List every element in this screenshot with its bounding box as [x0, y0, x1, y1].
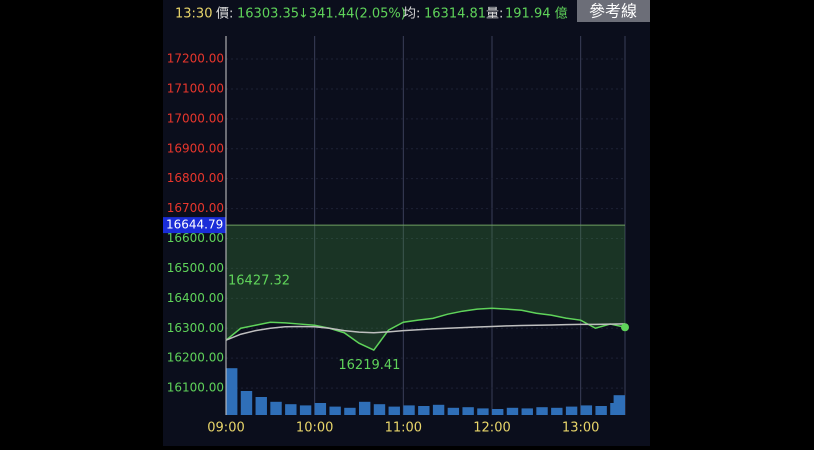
avg-label: 均:	[403, 7, 420, 22]
volume-bar	[285, 404, 297, 415]
volume-bar	[580, 405, 593, 415]
line-price	[225, 307, 626, 352]
price: 16303.35	[237, 7, 299, 22]
y-tick-label: 17100.00	[167, 81, 224, 95]
volume-bar	[403, 405, 415, 415]
x-tick-label: 09:00	[207, 421, 244, 436]
volume: 191.94 億	[505, 6, 568, 22]
volume-bar	[462, 407, 474, 415]
x-tick-label: 12:00	[473, 421, 510, 436]
y-tick-label: 16600.00	[167, 231, 224, 245]
y-tick-label: 17000.00	[167, 111, 224, 125]
volume-bar	[521, 408, 533, 415]
volume-bar	[492, 409, 504, 415]
volume-bar	[477, 408, 489, 415]
y-tick-label: 16500.00	[167, 261, 224, 275]
volume-bar	[240, 391, 253, 415]
avg: 16314.81	[424, 7, 486, 22]
x-tick-label: 13:00	[562, 421, 599, 436]
reference-label: 16644.79	[166, 218, 223, 232]
volume-bar	[595, 406, 607, 415]
reference-area	[226, 225, 625, 351]
volume-bar	[432, 404, 445, 415]
volume-bar	[536, 407, 548, 415]
volume-bar	[613, 395, 625, 415]
y-tick-label: 16900.00	[167, 141, 224, 155]
price-label: 價:	[216, 7, 233, 22]
y-tick-label: 16400.00	[167, 291, 224, 305]
panel	[163, 0, 650, 446]
reference-button-label[interactable]: 參考線	[589, 2, 637, 21]
volume-bar	[359, 401, 371, 415]
y-tick-label: 16100.00	[167, 381, 224, 395]
volume-bar	[565, 406, 578, 415]
line-average	[225, 323, 626, 341]
annotation: 16427.32	[228, 274, 290, 289]
y-tick-label: 17200.00	[167, 52, 224, 66]
x-tick-label: 11:00	[385, 421, 422, 436]
time: 13:30	[175, 7, 212, 22]
volume-bar	[226, 368, 238, 415]
volume-bar	[270, 401, 282, 415]
volume-bar	[506, 407, 519, 415]
y-tick-label: 16700.00	[167, 201, 224, 215]
volume-label: 量:	[486, 7, 503, 22]
change: ↓341.44(2.05%)	[298, 7, 406, 22]
y-tick-label: 16200.00	[167, 351, 224, 365]
volume-bar	[418, 406, 430, 415]
reference-label-bg	[163, 217, 226, 234]
volume-bar	[299, 405, 312, 415]
volume-bar	[255, 397, 267, 415]
volume-bar	[329, 406, 341, 415]
volume-bar	[388, 406, 400, 415]
x-tick-label: 10:00	[296, 421, 333, 436]
last-point	[621, 323, 629, 332]
volume-bar	[344, 407, 356, 415]
y-tick-label: 16800.00	[167, 171, 224, 185]
volume-bar	[447, 407, 460, 415]
volume-bar	[373, 404, 386, 415]
volume-bar	[314, 403, 327, 415]
y-tick-label: 16300.00	[167, 321, 224, 335]
volume-bar	[551, 407, 563, 415]
reference-button[interactable]	[577, 0, 650, 22]
annotation: 16219.41	[338, 358, 400, 373]
